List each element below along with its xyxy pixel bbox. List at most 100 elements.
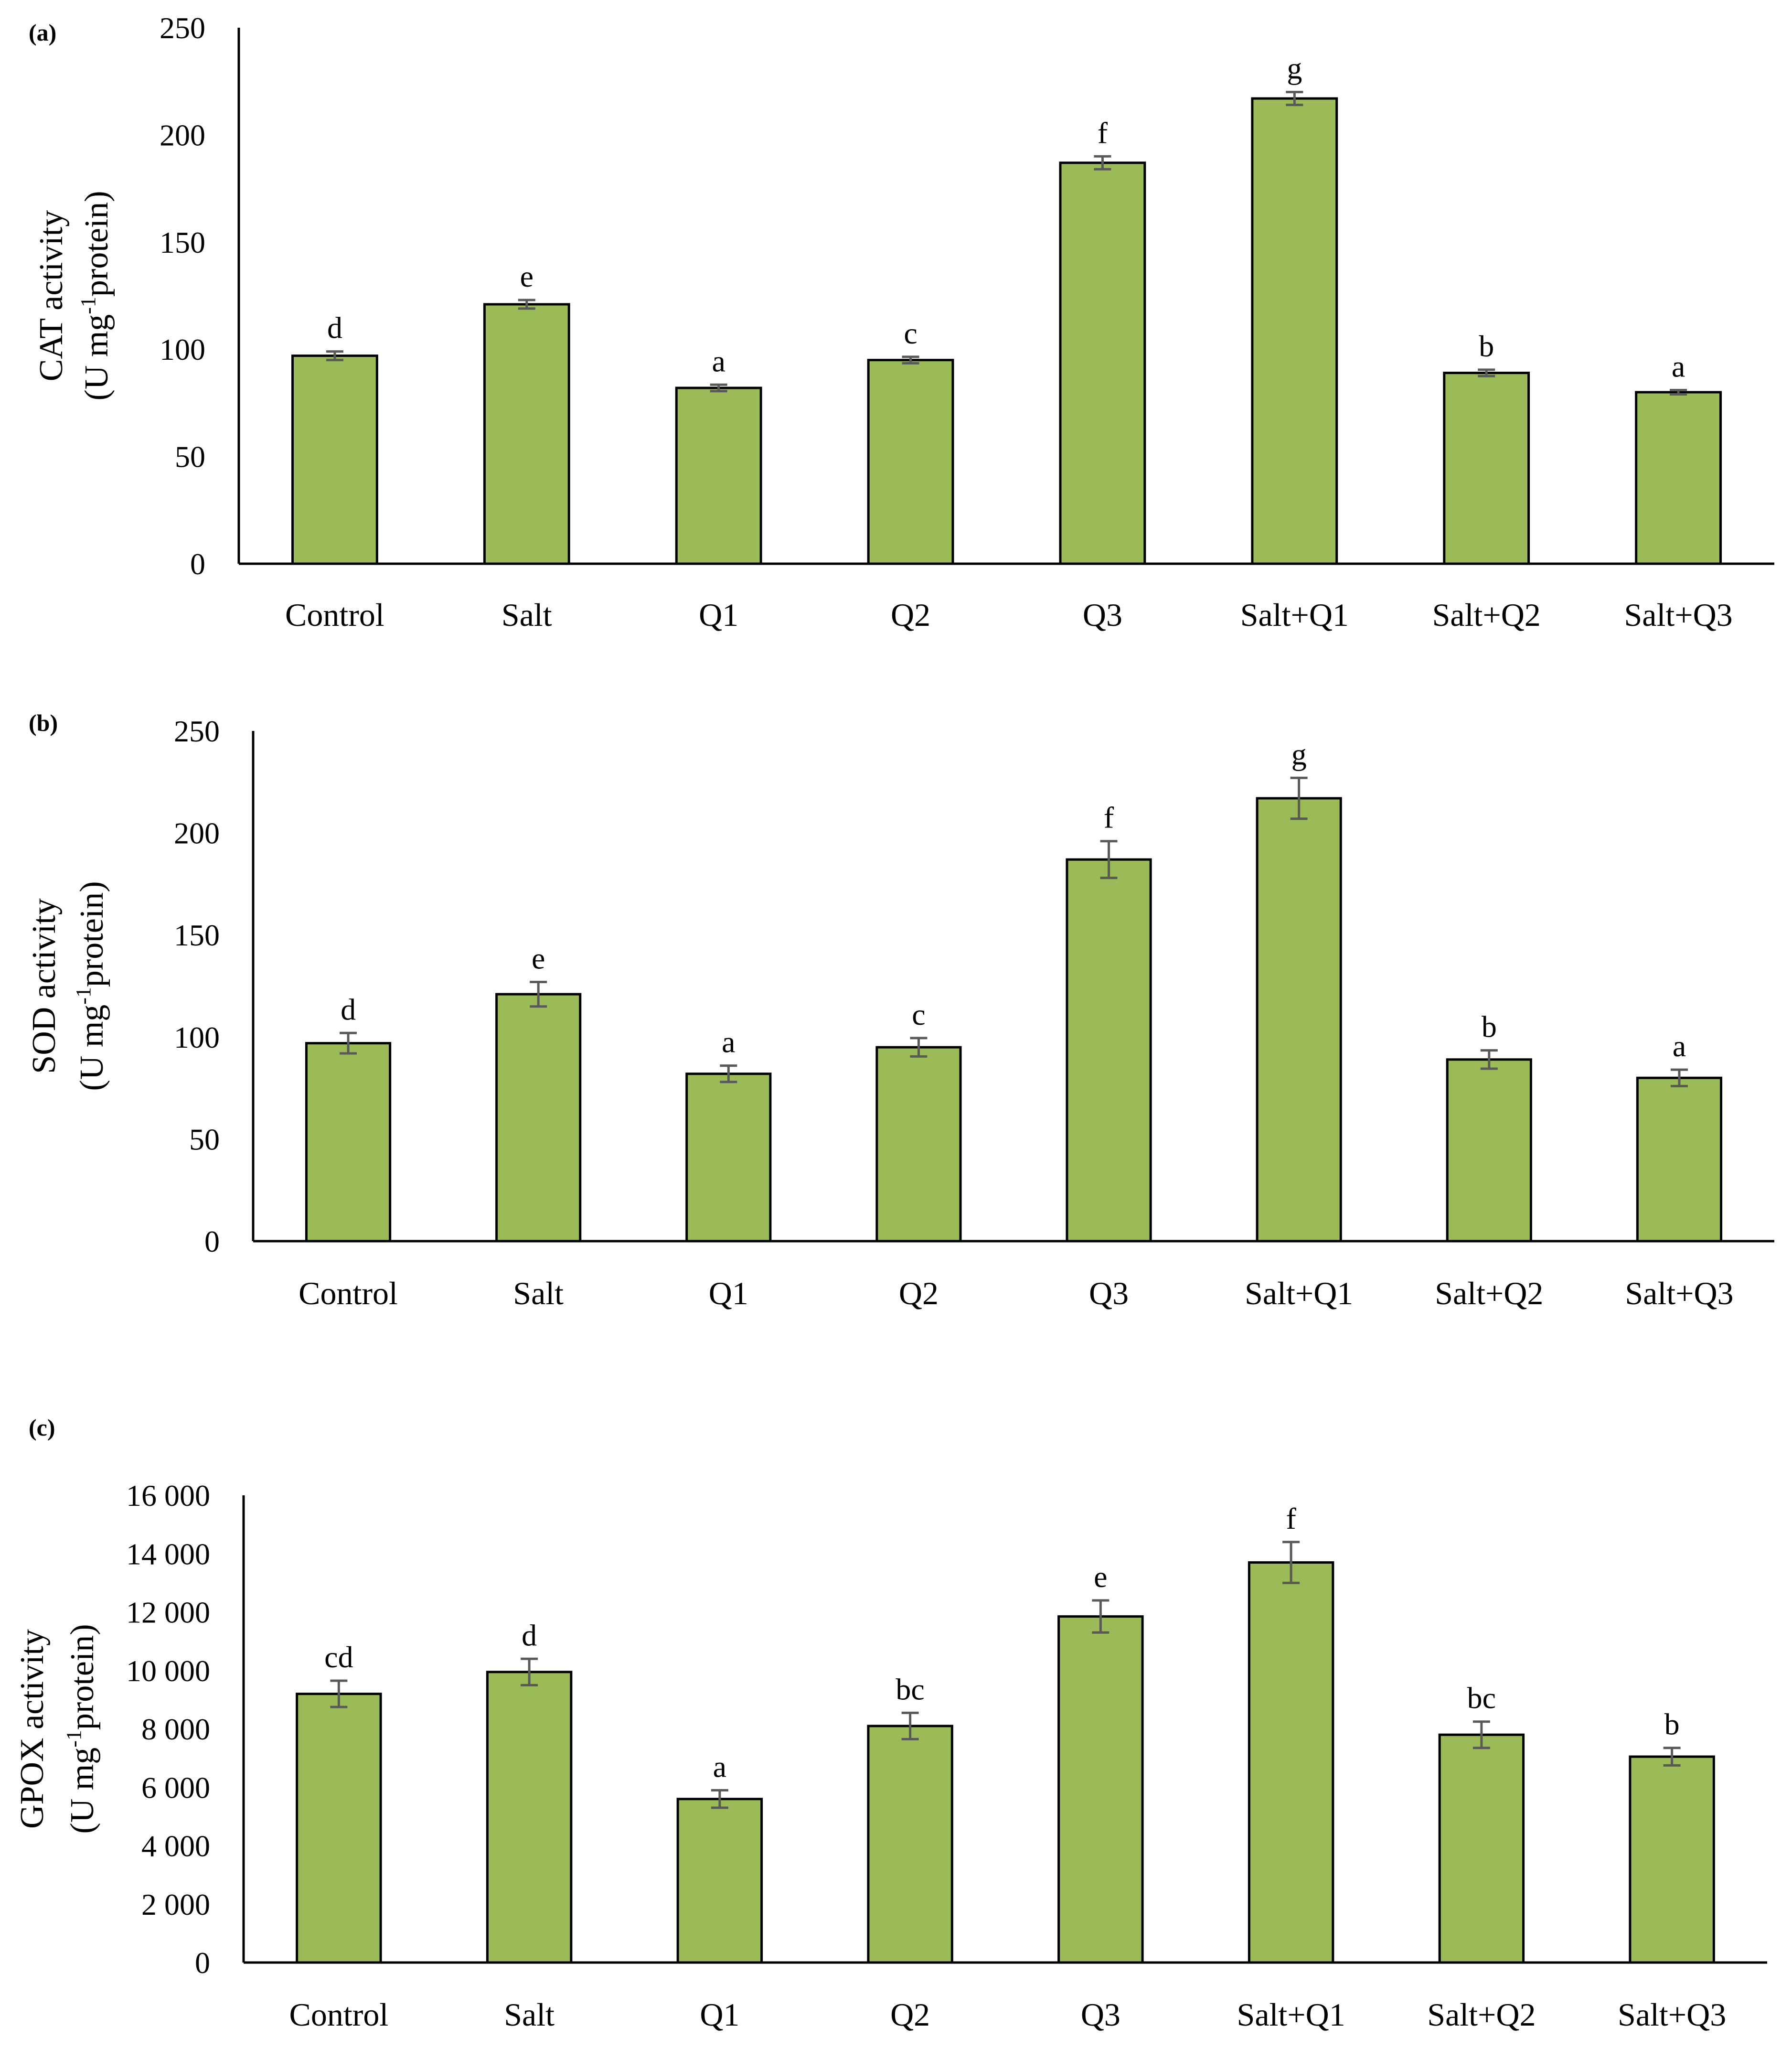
y-tick-label: 200: [174, 816, 220, 850]
significance-letter: a: [722, 1025, 735, 1059]
y-tick-label: 12 000: [126, 1596, 210, 1630]
x-tick-label: Salt+Q3: [1625, 1275, 1733, 1311]
error-bar: [521, 1657, 538, 1686]
error-bar: [1663, 1747, 1681, 1767]
significance-letter: d: [327, 311, 342, 345]
panel-label: (a): [29, 19, 56, 46]
error-bar: [1670, 1068, 1688, 1087]
y-tick-label: 0: [190, 547, 205, 581]
significance-letter: e: [520, 259, 533, 293]
x-tick-label: Salt+Q3: [1624, 597, 1732, 633]
bar-salt-plus-q3: [1636, 1076, 1723, 1243]
bar-salt-plus-q2: [1446, 1058, 1532, 1243]
error-bar: [1286, 91, 1303, 107]
x-tick-label: Control: [289, 1996, 388, 2033]
y-tick-label: 150: [174, 918, 220, 952]
chart-panel-1: (a) CAT activity (U mg-1protein) 0 50 100 150 2…: [29, 11, 1774, 633]
bar-q3: [1059, 161, 1146, 565]
significance-letter: b: [1482, 1010, 1497, 1044]
significance-letter: g: [1287, 52, 1302, 86]
significance-letter: c: [904, 316, 917, 350]
x-tick-label: Salt+Q2: [1432, 597, 1541, 633]
y-tick-label: 14 000: [126, 1537, 210, 1571]
error-bar: [711, 1789, 728, 1809]
significance-letter: a: [1673, 1029, 1686, 1063]
y-tick-label: 8 000: [141, 1712, 210, 1746]
significance-letter: a: [1672, 349, 1685, 383]
significance-letter: a: [713, 1749, 726, 1783]
error-bar: [1094, 155, 1111, 171]
x-tick-label: Q2: [891, 597, 930, 633]
significance-letter: f: [1286, 1502, 1296, 1535]
y-tick-label: 6 000: [141, 1770, 210, 1804]
x-tick-label: Q1: [700, 1996, 739, 2033]
y-tick-label: 250: [160, 11, 205, 45]
x-tick-label: Q2: [890, 1996, 930, 2033]
y-axis-title: SOD activity: [26, 898, 63, 1073]
bar-salt-plus-q3: [1629, 1755, 1715, 1964]
bar-q1: [685, 1073, 772, 1243]
x-tick-label: Salt+Q2: [1427, 1996, 1536, 2033]
error-bar: [1282, 1541, 1300, 1584]
panel-label: (b): [29, 709, 58, 736]
x-tick-label: Q2: [899, 1275, 939, 1311]
x-tick-label: Salt+Q1: [1240, 597, 1349, 633]
bar-q1: [675, 386, 762, 565]
bar-q2: [875, 1046, 962, 1243]
significance-letter: a: [712, 344, 725, 378]
error-bar: [1472, 1720, 1490, 1749]
x-tick-label: Salt+Q3: [1618, 1996, 1726, 2033]
x-tick-label: Q3: [1081, 1996, 1120, 2033]
error-bar: [902, 355, 919, 365]
x-tick-label: Salt: [513, 1275, 564, 1311]
x-tick-label: Salt+Q1: [1237, 1996, 1345, 2033]
bar-salt: [483, 303, 570, 565]
error-bar: [340, 1031, 357, 1055]
significance-letter: cd: [324, 1640, 353, 1674]
error-bar: [1670, 388, 1687, 396]
error-bar: [518, 299, 535, 310]
y-tick-label: 100: [174, 1020, 220, 1054]
chart-panel-3: (c) GPOX activity (U mg-1protein) 0 2 000 4 0…: [14, 1414, 1767, 2033]
y-tick-label: 0: [204, 1224, 220, 1258]
significance-letter: d: [341, 992, 356, 1026]
error-bar: [1290, 776, 1308, 820]
y-tick-label: 16 000: [126, 1479, 210, 1513]
x-tick-label: Q1: [709, 1275, 748, 1311]
significance-letter: c: [912, 998, 925, 1031]
error-bar: [910, 1037, 928, 1058]
bar-control: [291, 354, 378, 565]
significance-letter: bc: [896, 1672, 924, 1706]
significance-letter: d: [522, 1618, 537, 1652]
y-tick-label: 100: [160, 333, 205, 366]
bar-salt-plus-q2: [1438, 1733, 1525, 1964]
error-bar: [326, 350, 343, 362]
significance-letter: bc: [1467, 1681, 1496, 1715]
y-axis-title: GPOX activity: [14, 1629, 51, 1829]
y-axis-title: CAT activity: [33, 210, 70, 381]
y-tick-label: 50: [175, 440, 205, 474]
bar-salt: [486, 1671, 573, 1964]
y-axis-unit: (U mg-1protein): [76, 191, 115, 400]
significance-letter: b: [1664, 1707, 1680, 1741]
x-tick-label: Salt+Q1: [1245, 1275, 1353, 1311]
y-tick-label: 10 000: [126, 1654, 210, 1688]
error-bar: [1478, 368, 1495, 377]
x-tick-label: Q3: [1083, 597, 1122, 633]
y-tick-label: 200: [160, 118, 205, 152]
bar-q2: [867, 359, 954, 565]
bar-salt-plus-q3: [1635, 391, 1722, 565]
bar-q3: [1057, 1615, 1144, 1964]
error-bar: [330, 1679, 348, 1708]
bar-q1: [676, 1798, 763, 1964]
bar-salt-plus-q1: [1248, 1561, 1334, 1964]
y-tick-label: 250: [174, 714, 220, 748]
significance-letter: b: [1479, 329, 1494, 363]
y-tick-label: 4 000: [141, 1829, 210, 1863]
error-bar: [901, 1711, 919, 1740]
y-axis-unit: (U mg-1protein): [72, 881, 110, 1091]
bar-salt-plus-q1: [1251, 97, 1338, 565]
bar-q2: [867, 1725, 953, 1964]
error-bar: [1480, 1049, 1498, 1070]
